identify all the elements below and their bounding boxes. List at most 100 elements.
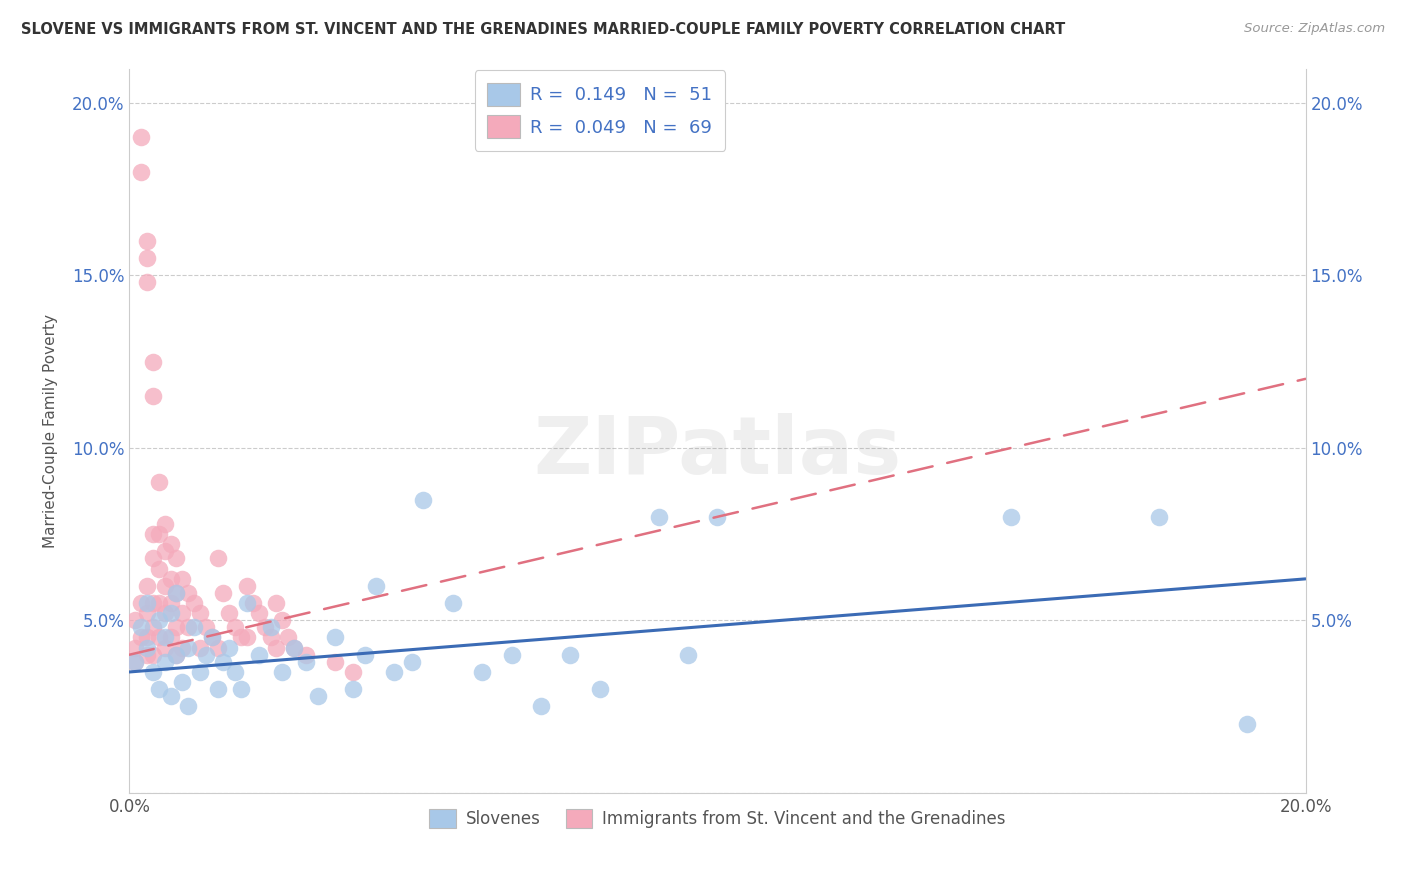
Point — [124, 655, 146, 669]
Point — [124, 655, 146, 669]
Point — [342, 665, 364, 679]
Point — [323, 655, 346, 669]
Point — [1000, 509, 1022, 524]
Point — [401, 655, 423, 669]
Point — [153, 516, 176, 531]
Point — [283, 640, 305, 655]
Point — [136, 275, 159, 289]
Point — [242, 596, 264, 610]
Point — [153, 579, 176, 593]
Point — [342, 682, 364, 697]
Legend: Slovenes, Immigrants from St. Vincent and the Grenadines: Slovenes, Immigrants from St. Vincent an… — [422, 803, 1012, 835]
Point — [207, 682, 229, 697]
Point — [266, 640, 288, 655]
Point — [183, 620, 205, 634]
Point — [172, 675, 194, 690]
Point — [501, 648, 523, 662]
Point — [142, 665, 165, 679]
Point — [172, 640, 194, 655]
Point — [142, 620, 165, 634]
Point — [136, 596, 159, 610]
Point — [676, 648, 699, 662]
Point — [159, 631, 181, 645]
Point — [177, 585, 200, 599]
Point — [471, 665, 494, 679]
Point — [353, 648, 375, 662]
Point — [194, 648, 217, 662]
Point — [323, 631, 346, 645]
Point — [530, 699, 553, 714]
Point — [165, 648, 187, 662]
Point — [148, 682, 170, 697]
Y-axis label: Married-Couple Family Poverty: Married-Couple Family Poverty — [44, 314, 58, 548]
Point — [136, 648, 159, 662]
Point — [177, 640, 200, 655]
Point — [224, 665, 246, 679]
Point — [236, 596, 259, 610]
Point — [560, 648, 582, 662]
Point — [412, 492, 434, 507]
Point — [129, 165, 152, 179]
Point — [159, 537, 181, 551]
Point — [382, 665, 405, 679]
Point — [165, 648, 187, 662]
Point — [129, 631, 152, 645]
Point — [1147, 509, 1170, 524]
Point — [148, 613, 170, 627]
Point — [136, 234, 159, 248]
Point — [188, 607, 211, 621]
Point — [172, 607, 194, 621]
Point — [589, 682, 612, 697]
Point — [277, 631, 299, 645]
Point — [153, 607, 176, 621]
Point — [129, 620, 152, 634]
Point — [165, 585, 187, 599]
Point — [142, 389, 165, 403]
Text: SLOVENE VS IMMIGRANTS FROM ST. VINCENT AND THE GRENADINES MARRIED-COUPLE FAMILY : SLOVENE VS IMMIGRANTS FROM ST. VINCENT A… — [21, 22, 1066, 37]
Point — [259, 620, 281, 634]
Point — [201, 631, 224, 645]
Point — [271, 613, 294, 627]
Point — [283, 640, 305, 655]
Point — [266, 596, 288, 610]
Point — [207, 640, 229, 655]
Point — [229, 682, 252, 697]
Point — [153, 631, 176, 645]
Point — [177, 620, 200, 634]
Point — [366, 579, 388, 593]
Point — [153, 544, 176, 558]
Point — [136, 251, 159, 265]
Point — [129, 596, 152, 610]
Point — [236, 579, 259, 593]
Point — [218, 640, 240, 655]
Text: ZIPatlas: ZIPatlas — [533, 413, 901, 491]
Point — [207, 551, 229, 566]
Point — [159, 572, 181, 586]
Point — [271, 665, 294, 679]
Point — [129, 130, 152, 145]
Point — [165, 585, 187, 599]
Point — [148, 475, 170, 490]
Point — [706, 509, 728, 524]
Point — [136, 640, 159, 655]
Point — [142, 354, 165, 368]
Point — [188, 640, 211, 655]
Point — [153, 655, 176, 669]
Point — [201, 631, 224, 645]
Point — [188, 665, 211, 679]
Point — [218, 607, 240, 621]
Point — [136, 607, 159, 621]
Point — [124, 613, 146, 627]
Point — [124, 640, 146, 655]
Point — [236, 631, 259, 645]
Point — [153, 640, 176, 655]
Point — [136, 631, 159, 645]
Point — [159, 689, 181, 703]
Point — [159, 607, 181, 621]
Point — [294, 655, 316, 669]
Point — [194, 620, 217, 634]
Point — [148, 527, 170, 541]
Point — [224, 620, 246, 634]
Point — [148, 631, 170, 645]
Point — [159, 596, 181, 610]
